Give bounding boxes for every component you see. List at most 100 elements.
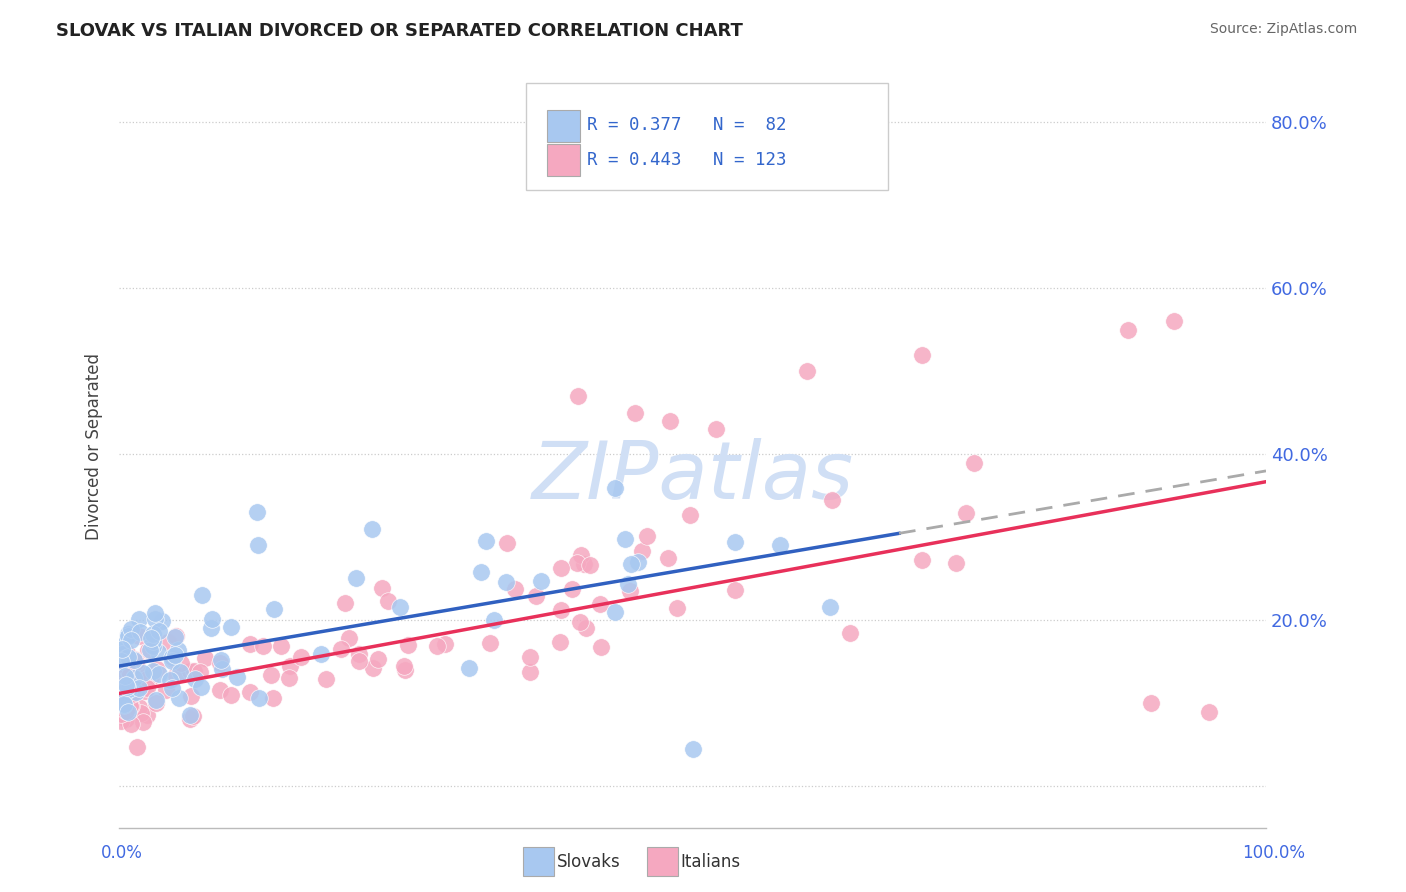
Point xyxy=(839,625,862,640)
Point xyxy=(388,600,411,615)
Point xyxy=(315,672,337,686)
Point xyxy=(821,493,844,508)
Point xyxy=(565,556,588,570)
Point xyxy=(519,665,541,680)
Point xyxy=(179,712,201,726)
Text: SLOVAK VS ITALIAN DIVORCED OR SEPARATED CORRELATION CHART: SLOVAK VS ITALIAN DIVORCED OR SEPARATED … xyxy=(56,22,744,40)
Point xyxy=(589,597,612,611)
Point xyxy=(148,667,170,681)
Point xyxy=(150,614,173,628)
Point xyxy=(128,682,150,697)
Text: 0.0%: 0.0% xyxy=(101,844,143,862)
Point xyxy=(117,680,139,694)
Point xyxy=(605,605,627,619)
Point xyxy=(115,651,138,665)
Point xyxy=(572,558,595,572)
Point xyxy=(524,589,547,603)
Text: R = 0.443   N = 123: R = 0.443 N = 123 xyxy=(588,151,786,169)
Point xyxy=(162,652,184,666)
Text: Italians: Italians xyxy=(681,853,741,871)
Point xyxy=(470,566,492,580)
Point xyxy=(371,581,394,595)
Point xyxy=(122,653,145,667)
Point xyxy=(519,649,541,664)
Text: ZIPatlas: ZIPatlas xyxy=(531,438,853,516)
Point xyxy=(569,549,592,563)
Point xyxy=(162,650,184,665)
Point xyxy=(120,716,142,731)
Point xyxy=(910,553,932,567)
Point xyxy=(162,654,184,668)
Point xyxy=(169,657,191,671)
Point xyxy=(163,630,186,644)
Point xyxy=(349,653,371,667)
Point xyxy=(548,634,571,648)
Point xyxy=(278,659,301,673)
Point xyxy=(724,534,747,549)
Point xyxy=(181,709,204,723)
Point xyxy=(165,629,187,643)
Point xyxy=(159,673,181,687)
Point xyxy=(246,505,269,519)
Point xyxy=(155,682,177,697)
Point xyxy=(118,682,141,697)
Point xyxy=(945,556,967,570)
Point xyxy=(309,647,332,661)
Point xyxy=(769,538,792,552)
Point xyxy=(201,612,224,626)
Point xyxy=(190,665,212,679)
Point xyxy=(120,622,142,636)
Point xyxy=(394,663,416,677)
Point xyxy=(143,606,166,620)
Point xyxy=(138,643,160,657)
Point xyxy=(247,691,270,706)
Point xyxy=(270,639,292,653)
Point xyxy=(115,712,138,726)
Point xyxy=(112,698,135,713)
Point xyxy=(209,652,232,666)
Point xyxy=(139,670,162,684)
Point xyxy=(568,615,591,629)
Point xyxy=(796,364,818,378)
Point xyxy=(122,652,145,666)
Point xyxy=(495,536,517,550)
Point xyxy=(114,669,136,683)
Point xyxy=(110,706,132,721)
Point xyxy=(145,662,167,676)
Point xyxy=(110,714,132,729)
Point xyxy=(665,601,688,615)
Point xyxy=(145,692,167,706)
Point xyxy=(1198,705,1220,719)
Point xyxy=(139,643,162,657)
Point xyxy=(110,677,132,691)
Point xyxy=(148,624,170,638)
Point xyxy=(360,522,382,536)
Point xyxy=(139,631,162,645)
Point xyxy=(262,690,284,705)
Point xyxy=(134,684,156,698)
Point xyxy=(239,637,262,651)
Point xyxy=(125,685,148,699)
Point xyxy=(111,662,134,676)
FancyBboxPatch shape xyxy=(526,83,887,190)
Point xyxy=(495,575,517,590)
Point xyxy=(136,672,159,686)
Point xyxy=(200,622,222,636)
Point xyxy=(128,700,150,714)
Point xyxy=(121,687,143,701)
Point xyxy=(127,661,149,675)
Point xyxy=(112,697,135,711)
Point xyxy=(392,659,415,673)
Point xyxy=(112,689,135,703)
Point xyxy=(658,414,681,428)
Point xyxy=(363,661,385,675)
Point xyxy=(290,650,312,665)
Point xyxy=(156,635,179,649)
Point xyxy=(377,593,399,607)
Point xyxy=(122,671,145,685)
Y-axis label: Divorced or Separated: Divorced or Separated xyxy=(86,352,103,540)
Point xyxy=(179,708,201,723)
Point xyxy=(457,660,479,674)
Point xyxy=(260,668,283,682)
Point xyxy=(209,683,232,698)
